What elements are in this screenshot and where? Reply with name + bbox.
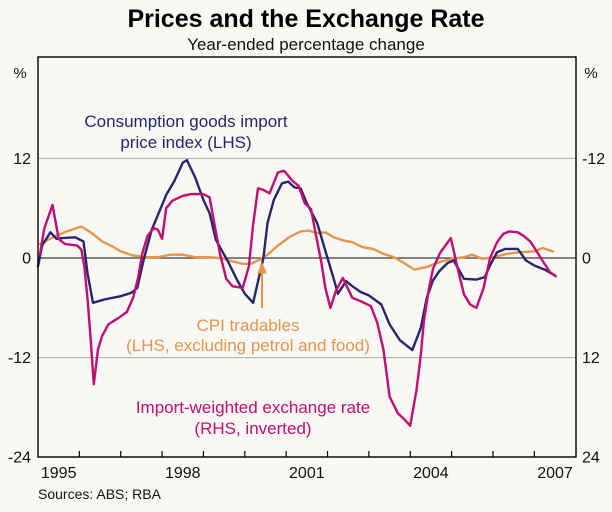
right-tick--12: -12 [582, 151, 605, 168]
x-label-2001: 2001 [289, 465, 325, 482]
series-lines [36, 158, 557, 427]
left-tick--24: -24 [8, 450, 31, 467]
x-label-2004: 2004 [413, 465, 449, 482]
cpi-tradables-label-line2: (LHS, excluding petrol and food) [126, 336, 370, 355]
left-axis-unit: % [13, 65, 26, 82]
x-label-1995: 1995 [41, 465, 77, 482]
x-axis-labels: 1995 1998 2001 2004 2007 [41, 465, 573, 482]
x-label-2007: 2007 [537, 465, 573, 482]
exchange-rate-label-line2: (RHS, inverted) [194, 419, 311, 438]
chart-subtitle: Year-ended percentage change [187, 35, 425, 54]
x-label-1998: 1998 [165, 465, 201, 482]
cpi-tradables-label-line1: CPI tradables [197, 316, 300, 335]
left-tick-12: 12 [13, 151, 31, 168]
sources-note: Sources: ABS; RBA [38, 486, 162, 502]
series-line-cpi-tradables [38, 225, 555, 271]
axis-tick-labels: 12 0 -12 -24 -12 0 12 24 [8, 151, 605, 467]
right-axis-unit: % [584, 65, 597, 82]
right-tick-12: 12 [582, 350, 600, 367]
annotation-arrow [257, 262, 267, 308]
chart-title: Prices and the Exchange Rate [127, 5, 484, 33]
right-tick-0: 0 [582, 251, 591, 268]
series-line-import-weighted-exchange-rate [38, 169, 557, 427]
left-tick--12: -12 [8, 350, 31, 367]
right-tick-24: 24 [582, 450, 600, 467]
exchange-rate-label-line1: Import-weighted exchange rate [136, 398, 370, 417]
import-price-index-label-line1: Consumption goods import [84, 112, 287, 131]
plot-border [37, 56, 577, 458]
import-price-index-label-line2: price index (LHS) [120, 133, 251, 152]
axis-ticks [78, 451, 535, 457]
left-tick-0: 0 [22, 251, 31, 268]
